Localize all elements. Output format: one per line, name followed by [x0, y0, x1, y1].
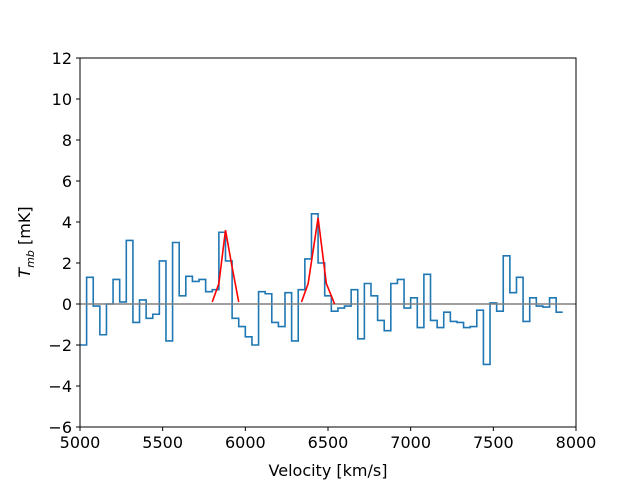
y-tick-label: −6: [48, 418, 72, 437]
y-tick-label: 8: [62, 131, 72, 150]
y-tick-label: 12: [52, 49, 72, 68]
x-tick-label: 7000: [390, 433, 431, 452]
fit-line-peak-1: [211, 230, 240, 303]
y-tick-label: 6: [62, 172, 72, 191]
spectrum-step-line: [80, 213, 563, 366]
y-tick-label: −4: [48, 377, 72, 396]
x-tick-label: 8000: [556, 433, 597, 452]
plot-background: [80, 58, 576, 427]
y-tick-label: 4: [62, 213, 72, 232]
y-axis: −6 −4 −2 0 2 4 6 8 10 12: [48, 49, 80, 437]
x-axis: 5000 5500 6000 6500 7000 7500 8000: [60, 427, 597, 452]
x-tick-label: 6000: [225, 433, 266, 452]
y-axis-label: Tmb [mK]: [15, 206, 37, 277]
y-axis-label-sub: mb: [24, 250, 37, 268]
fit-line-peak-2: [300, 217, 336, 305]
y-tick-label: −2: [48, 336, 72, 355]
x-tick-label: 7500: [473, 433, 514, 452]
y-tick-label: 10: [52, 90, 72, 109]
x-tick-label: 5000: [60, 433, 101, 452]
y-tick-label: 0: [62, 295, 72, 314]
y-axis-label-main: T: [15, 267, 34, 278]
x-tick-label: 6500: [308, 433, 349, 452]
y-tick-label: 2: [62, 254, 72, 273]
x-tick-label: 5500: [142, 433, 183, 452]
y-axis-label-unit: [mK]: [15, 206, 34, 250]
data-layer: [80, 213, 576, 366]
x-axis-label: Velocity [km/s]: [269, 461, 388, 480]
